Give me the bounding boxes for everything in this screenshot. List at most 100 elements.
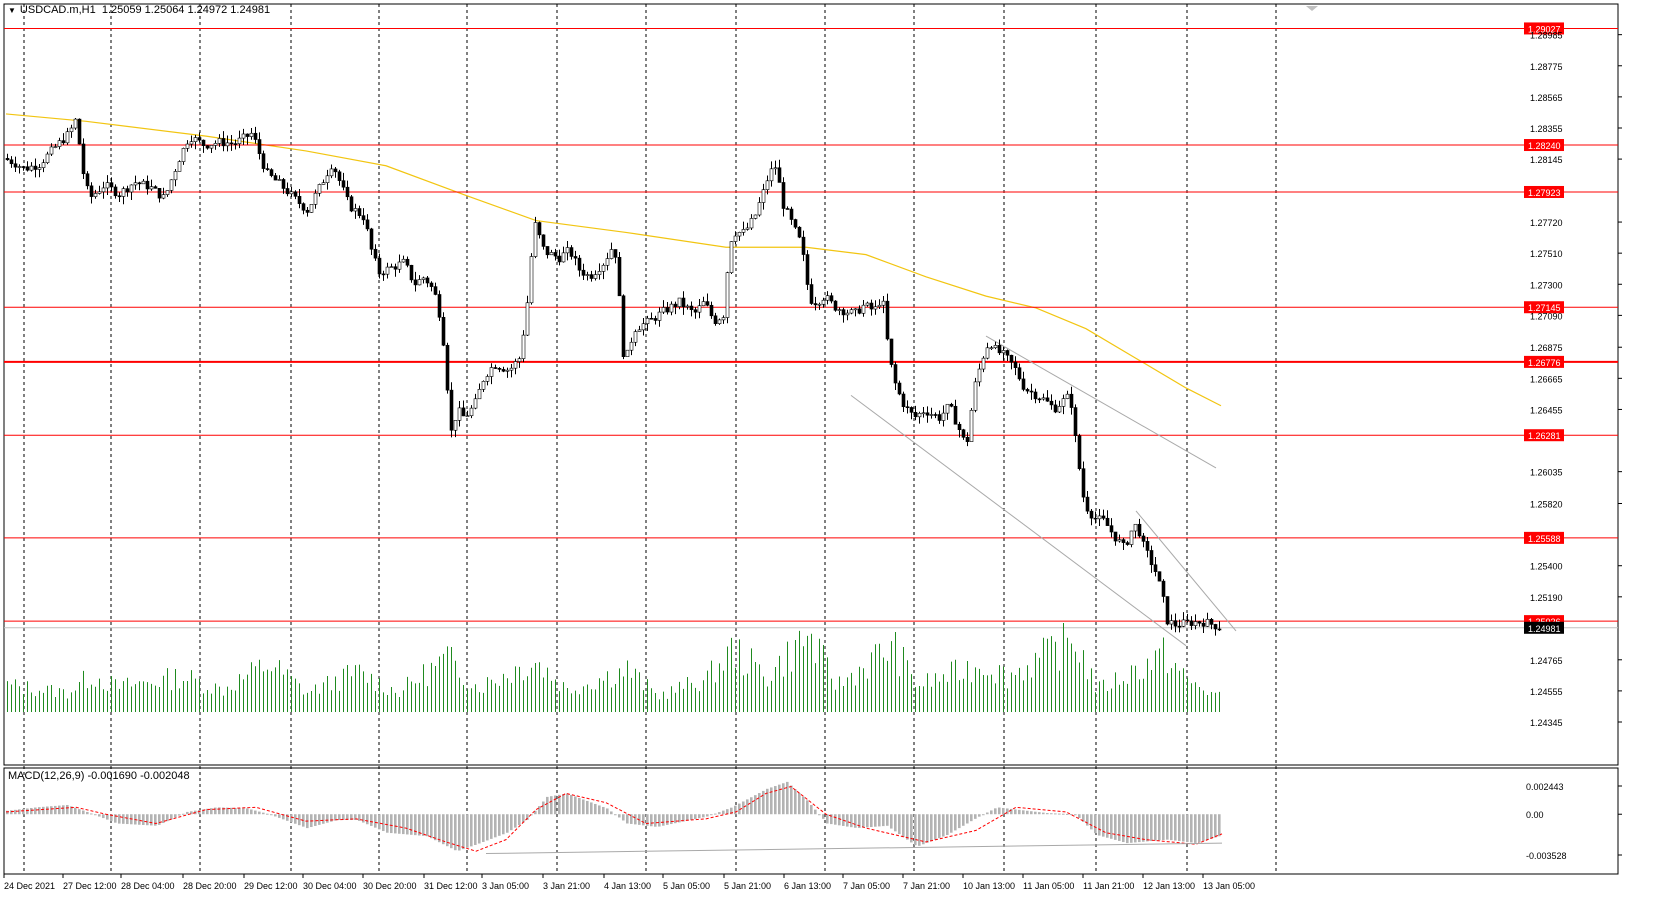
candle-down [617,257,622,297]
channel-lower-line[interactable] [850,394,1187,647]
macd-histogram-bar [914,814,917,846]
macd-histogram-bar [378,814,381,830]
horizontal-levels-layer[interactable] [4,27,1618,629]
macd-histogram-bar [630,814,633,824]
candle-down [1105,517,1110,526]
time-tick-label: 29 Dec 12:00 [244,881,298,891]
candle-down [961,429,966,438]
macd-histogram-bar [1046,813,1049,815]
macd-histogram-bar [1082,814,1085,822]
macd-histogram-bar [290,814,293,823]
macd-histogram-bar [718,812,721,815]
macd-histogram-bar [938,814,941,839]
level-tag [1524,531,1564,544]
candle-down [269,169,274,176]
macd-histogram-bar [498,814,501,836]
candle-down [137,182,142,185]
candle-down [493,367,498,369]
macd-histogram-bar [1190,814,1193,843]
macd-histogram-bar [274,814,277,817]
candle-down [557,255,562,263]
candle-up [317,184,322,194]
candle-up [765,180,770,190]
candle-down [305,209,310,213]
macd-histogram-bar [910,814,913,843]
scroll-marker-icon[interactable] [1306,6,1318,11]
macd-histogram-bar [958,814,961,829]
time-tick-label: 3 Jan 21:00 [543,881,590,891]
macd-histogram-bar [210,808,213,815]
macd-histogram-bar [490,814,493,839]
candle-down [205,145,210,149]
macd-histogram-bar [854,814,857,828]
time-tick-label: 24 Dec 2021 [4,881,55,891]
macd-histogram-bar [178,814,181,816]
macd-histogram-bar [906,814,909,840]
macd-histogram-bar [1050,813,1053,815]
macd-histogram-bar [982,814,985,816]
macd-histogram-bar [30,807,33,815]
candle-down [1161,580,1166,597]
macd-histogram-bar [1022,810,1025,815]
candle-down [937,414,942,421]
candle-down [1125,542,1130,545]
candle-down [589,274,594,279]
candle-up [213,143,218,146]
candle-up [633,331,638,343]
macd-histogram-bar [1134,814,1137,843]
candle-up [193,137,198,142]
candle-up [149,186,154,190]
level-tag-label: 1.26281 [1528,431,1561,441]
macd-histogram-bar [986,812,989,815]
candle-down [569,247,574,257]
macd-histogram-bar [674,814,677,824]
macd-histogram-bar [834,814,837,825]
macd-histogram-bar [70,806,73,815]
candle-up [725,272,730,318]
macd-histogram-bar [162,814,165,824]
macd-histogram-bar [414,814,417,836]
candle-up [737,232,742,237]
macd-histogram-bar [1098,814,1101,836]
macd-histogram-bar [450,814,453,849]
macd-histogram-bar [870,814,873,828]
macd-histogram-bar [286,814,289,821]
macd-histogram-bar [146,814,149,826]
dropdown-triangle-icon[interactable]: ▼ [8,6,16,15]
macd-histogram-bar [102,814,105,819]
candle-down [841,309,846,316]
trend-channel-layer[interactable] [850,335,1237,647]
candle-up [477,389,482,400]
macd-histogram-bar [774,786,777,815]
channel-middle-line[interactable] [1135,510,1237,632]
candle-down [413,279,418,286]
candle-down [281,179,286,189]
macd-histogram-bar [1198,814,1201,843]
time-axis[interactable]: 24 Dec 2021 27 Dec 12:00 28 Dec 04:00 28 De… [3,874,1255,891]
macd-tick-label: -0.003528 [1526,851,1567,861]
price-axis[interactable]: 1.29027 1.28240 1.27923 1.27145 1.26776 1.262… [1524,22,1622,728]
candle-up [921,412,926,415]
candle-up [177,161,182,172]
candle-up [929,414,934,416]
macd-histogram-bar [1014,809,1017,815]
macd-histogram-bar [422,814,425,836]
macd-trend-line [485,842,1223,855]
candle-down [261,153,266,169]
time-tick-label: 5 Jan 21:00 [724,881,771,891]
candle-down [541,234,546,247]
macd-histogram-bar [826,814,829,824]
macd-histogram-bar [602,806,605,815]
macd-histogram-bar [866,814,869,828]
candle-up [749,218,754,229]
candle-down [333,168,338,173]
candle-up [277,179,282,181]
macd-histogram-bar [110,814,113,822]
candle-down [1149,550,1154,566]
candle-up [453,420,458,431]
time-tick-label: 30 Dec 20:00 [363,881,417,891]
channel-upper-line[interactable] [985,335,1217,469]
level-tag [1524,355,1564,368]
